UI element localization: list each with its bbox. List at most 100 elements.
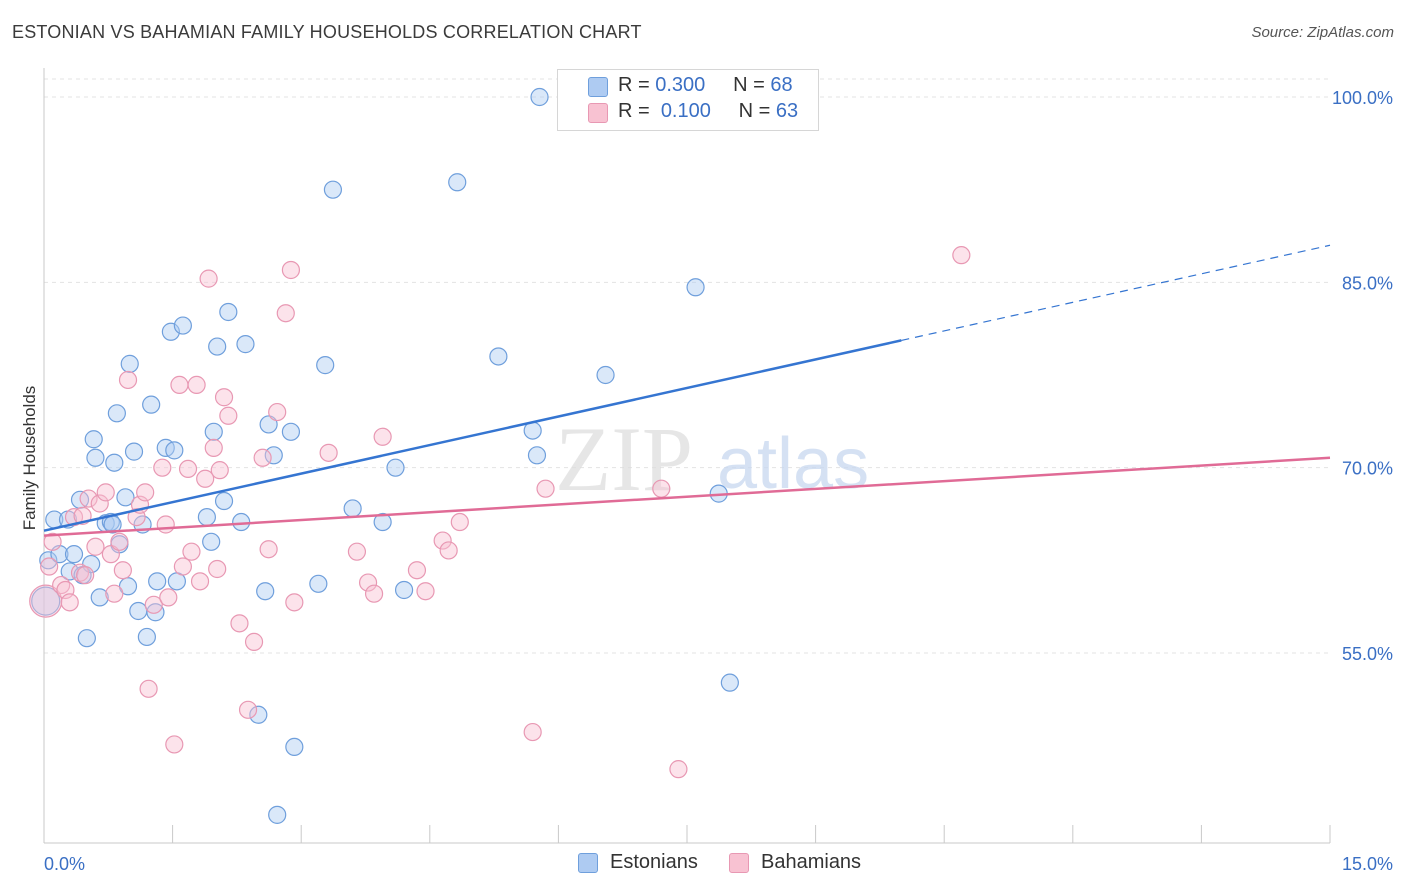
n-label: N = (738, 100, 771, 122)
bahamians-point (170, 375, 189, 394)
bahamians-point (230, 614, 249, 633)
bahamians-point (43, 532, 62, 551)
estonians-trend-line (43, 339, 902, 532)
estonians-point (116, 488, 135, 507)
estonians-point (343, 499, 362, 518)
estonians-point (394, 580, 414, 600)
bahamians-point (190, 572, 210, 591)
bahamians-point (208, 559, 227, 579)
x-tick-label: 0.0% (44, 854, 85, 874)
estonians-point (285, 737, 304, 757)
estonians-point (137, 627, 156, 647)
estonians-point (148, 572, 167, 591)
legend-label: Bahamians (761, 851, 862, 873)
y-tick-label: 70.0% (1342, 459, 1393, 479)
bahamians-point (199, 269, 218, 288)
bahamians-point (144, 595, 163, 614)
bahamians-point (60, 593, 79, 612)
r-label: R = (618, 100, 650, 122)
bahamians-point (952, 246, 971, 265)
chart-title: ESTONIAN VS BAHAMIAN FAMILY HOUSEHOLDS C… (12, 22, 642, 42)
bahamians-point (219, 406, 238, 425)
watermark-atlas: atlas (717, 424, 869, 504)
bahamians-point (79, 489, 98, 508)
bahamians-point (214, 388, 234, 407)
estonians-point (202, 532, 221, 551)
r-value: 0.300 (655, 74, 706, 96)
estonians-point (165, 441, 184, 460)
bahamians-swatch (588, 103, 608, 123)
n-value: 68 (770, 74, 793, 96)
estonians-swatch (578, 853, 598, 873)
bahamians-point (407, 561, 427, 580)
bahamians-point (416, 582, 435, 601)
bahamians-point (139, 679, 158, 698)
legend-label: Estonians (610, 851, 698, 873)
estonians-point (105, 453, 124, 472)
estonians-point (197, 507, 216, 527)
estonians-point (77, 629, 96, 648)
source-credit: Source: ZipAtlas.com (1251, 24, 1394, 41)
estonians-point (84, 430, 103, 449)
estonians-point (232, 512, 251, 532)
estonians-point (249, 705, 268, 724)
bahamians-point (136, 483, 155, 502)
bahamians-point (40, 557, 59, 576)
estonians-point (530, 87, 549, 107)
estonians-point (142, 395, 161, 414)
estonians-point (720, 673, 739, 692)
bahamians-point (159, 588, 178, 607)
estonians-point (268, 805, 287, 824)
bahamians-point (165, 735, 184, 754)
bahamians-point (101, 545, 120, 564)
watermark-zip: ZIP (555, 408, 693, 510)
estonians-point (236, 335, 255, 354)
estonians-point (129, 601, 148, 621)
bahamians-point (182, 542, 201, 561)
estonians-point (146, 603, 165, 622)
bahamians-point (86, 537, 105, 556)
estonians-point (309, 574, 328, 593)
y-axis-label: Family Households (20, 386, 39, 531)
estonians-point (39, 551, 58, 570)
bahamians-point (204, 438, 223, 457)
bahamians-point (358, 573, 378, 592)
r-value: 0.100 (660, 100, 711, 122)
estonians-point (316, 356, 335, 375)
y-tick-label: 55.0% (1342, 644, 1393, 664)
bahamians-point (439, 541, 458, 560)
bahamians-point (76, 566, 95, 585)
r-label: R = (618, 74, 650, 96)
bahamians-point (210, 461, 229, 480)
estonians-point (64, 545, 84, 564)
bahamians-point (118, 370, 138, 390)
bahamians-point (96, 483, 115, 502)
bahamians-point (281, 260, 301, 280)
estonians-point (489, 347, 508, 366)
bahamians-point (450, 512, 469, 532)
correlation-legend: R = 0.300 N = 68 R = 0.100 N = 63 (557, 69, 819, 131)
estonians-point (107, 404, 126, 423)
bahamians-point (319, 443, 338, 462)
bahamians-point (276, 304, 295, 323)
estonians-point (124, 442, 144, 461)
estonians-point (86, 448, 105, 467)
bahamians-point (285, 593, 304, 612)
bahamians-point (373, 427, 392, 446)
bahamians-point (196, 469, 215, 488)
bahamians-point (173, 557, 192, 576)
estonians-point (256, 582, 275, 601)
estonians-point (120, 354, 139, 373)
bahamians-point (105, 584, 124, 603)
estonians-point (527, 446, 547, 465)
estonians-point (204, 422, 223, 441)
bahamians-point (153, 458, 172, 477)
estonians-point (686, 278, 705, 297)
bahamians-swatch (729, 853, 749, 873)
bahamians-point (652, 479, 671, 498)
bahamians-point (90, 494, 109, 513)
estonians-point (386, 458, 405, 477)
bahamians-point (669, 760, 688, 779)
bahamians-point (523, 722, 542, 742)
